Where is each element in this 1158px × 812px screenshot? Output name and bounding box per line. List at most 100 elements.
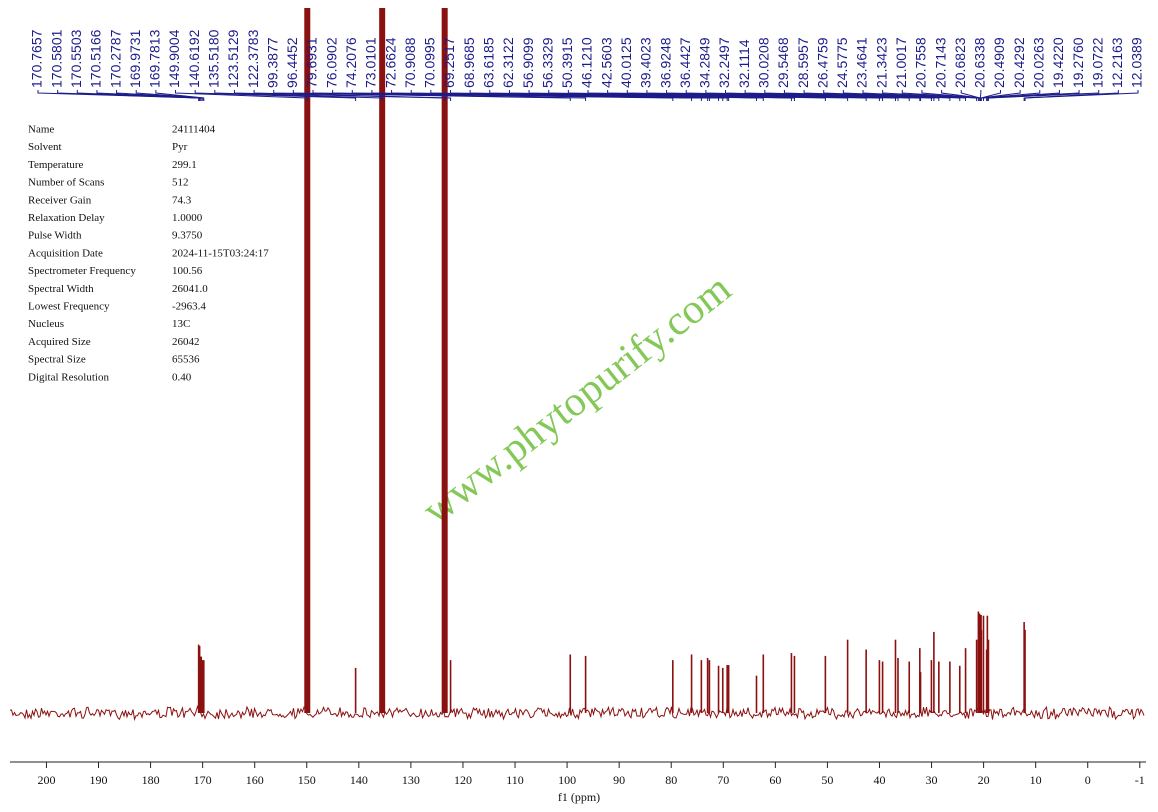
peak-label: 21.3423 bbox=[873, 37, 889, 88]
peak-label-connector bbox=[980, 90, 1021, 101]
peak-label: 20.7558 bbox=[913, 37, 929, 88]
x-tick-label: 80 bbox=[665, 773, 677, 787]
x-tick-label: 40 bbox=[873, 773, 885, 787]
peak bbox=[201, 660, 204, 713]
peak-label-connector bbox=[214, 90, 383, 101]
peak-label-connector bbox=[823, 90, 951, 101]
peak bbox=[919, 672, 922, 713]
x-tick-label: 90 bbox=[613, 773, 625, 787]
peak bbox=[569, 654, 572, 713]
x-axis-label: f1 (ppm) bbox=[558, 790, 600, 804]
parameter-name: Digital Resolution bbox=[28, 371, 109, 383]
peak-label: 170.5801 bbox=[48, 29, 64, 88]
peak-label: 56.3329 bbox=[539, 37, 555, 88]
peak-label: 29.5468 bbox=[775, 37, 791, 88]
parameter-name: Receiver Gain bbox=[28, 194, 92, 206]
peak-label: 20.4292 bbox=[1011, 37, 1027, 88]
peak-label-connector bbox=[135, 90, 204, 101]
x-tick-label: 10 bbox=[1030, 773, 1042, 787]
peak bbox=[908, 661, 911, 713]
peak bbox=[672, 660, 674, 713]
peak-label: 36.9248 bbox=[657, 37, 673, 88]
parameter-value: 13C bbox=[172, 318, 190, 330]
peak-label: 96.4452 bbox=[284, 37, 300, 88]
parameter-value: 299.1 bbox=[172, 159, 197, 171]
peak-label: 56.9099 bbox=[520, 37, 536, 88]
peak bbox=[958, 665, 961, 713]
peak bbox=[1024, 629, 1026, 713]
peak bbox=[933, 631, 935, 713]
x-tick-label: 160 bbox=[246, 773, 264, 787]
peak-label: 19.4220 bbox=[1050, 37, 1066, 88]
peak-label-connector bbox=[982, 90, 1041, 101]
parameter-value: 100.56 bbox=[172, 265, 203, 277]
peak bbox=[975, 639, 978, 713]
peak bbox=[986, 615, 989, 713]
parameter-name: Acquired Size bbox=[28, 336, 91, 348]
x-tick-label: 100 bbox=[558, 773, 576, 787]
parameter-value: 24111404 bbox=[172, 124, 216, 136]
peak bbox=[379, 8, 386, 713]
peak-label: 99.3877 bbox=[264, 37, 280, 88]
peak-label-connector bbox=[882, 90, 978, 101]
peak bbox=[865, 649, 867, 713]
parameter-value: 512 bbox=[172, 177, 189, 189]
peak bbox=[790, 653, 793, 713]
x-tick-label: 20 bbox=[978, 773, 990, 787]
peak-label: 32.1114 bbox=[736, 39, 752, 88]
peak bbox=[200, 656, 202, 713]
peak-label-connector bbox=[987, 90, 1100, 101]
parameter-value: 26042 bbox=[172, 336, 200, 348]
peak bbox=[881, 661, 884, 713]
peak bbox=[894, 639, 897, 713]
parameter-value: 9.3750 bbox=[172, 230, 203, 242]
peak-label-connector bbox=[194, 90, 357, 101]
peak-label: 19.0722 bbox=[1089, 37, 1105, 88]
peak-label: 12.0389 bbox=[1129, 37, 1145, 88]
peak-label-connector bbox=[175, 90, 308, 101]
peak-label: 70.9088 bbox=[402, 37, 418, 88]
x-tick-label: 120 bbox=[454, 773, 472, 787]
parameter-name: Pulse Width bbox=[28, 230, 82, 242]
peak-label: 169.7813 bbox=[147, 29, 163, 88]
baseline-noise bbox=[10, 705, 1145, 722]
peak-label-connector bbox=[1024, 90, 1139, 101]
peak-label-connector bbox=[862, 90, 967, 101]
peak bbox=[706, 658, 709, 713]
plot-area bbox=[10, 8, 1145, 722]
peak bbox=[949, 661, 951, 713]
peak-label: 123.5129 bbox=[225, 29, 241, 88]
peak bbox=[938, 661, 940, 713]
parameter-name: Solvent bbox=[28, 141, 62, 153]
peak bbox=[700, 660, 703, 713]
peak-label-connector bbox=[986, 90, 1060, 101]
peak bbox=[964, 648, 967, 713]
parameter-name: Spectral Width bbox=[28, 283, 94, 295]
peak bbox=[721, 667, 724, 713]
x-tick-label: 180 bbox=[142, 773, 160, 787]
peak bbox=[982, 615, 985, 713]
peak-label-connector bbox=[292, 90, 587, 101]
peak bbox=[199, 656, 201, 713]
peak-label: 170.5166 bbox=[88, 29, 104, 88]
peak bbox=[897, 658, 899, 713]
parameter-value: -2963.4 bbox=[172, 301, 206, 313]
peak bbox=[197, 644, 200, 713]
peak-label: 62.3122 bbox=[500, 37, 516, 88]
peak-label: 169.9731 bbox=[127, 29, 143, 88]
x-tick-label: 140 bbox=[350, 773, 368, 787]
peak-label: 135.5180 bbox=[205, 29, 221, 88]
peak-label: 40.0125 bbox=[618, 37, 634, 88]
x-tick-label: 170 bbox=[194, 773, 212, 787]
parameter-name: Temperature bbox=[28, 159, 84, 171]
parameter-name: Relaxation Delay bbox=[28, 212, 105, 224]
parameter-value: 0.40 bbox=[172, 371, 192, 383]
parameter-value: 1.0000 bbox=[172, 212, 203, 224]
peak-label: 23.4641 bbox=[854, 37, 870, 88]
peak bbox=[690, 654, 693, 713]
peak-label: 20.0263 bbox=[1030, 37, 1046, 88]
peak bbox=[441, 8, 448, 713]
parameter-value: 65536 bbox=[172, 354, 200, 366]
peak-label: 20.7143 bbox=[932, 37, 948, 88]
x-tick-label: 190 bbox=[90, 773, 108, 787]
